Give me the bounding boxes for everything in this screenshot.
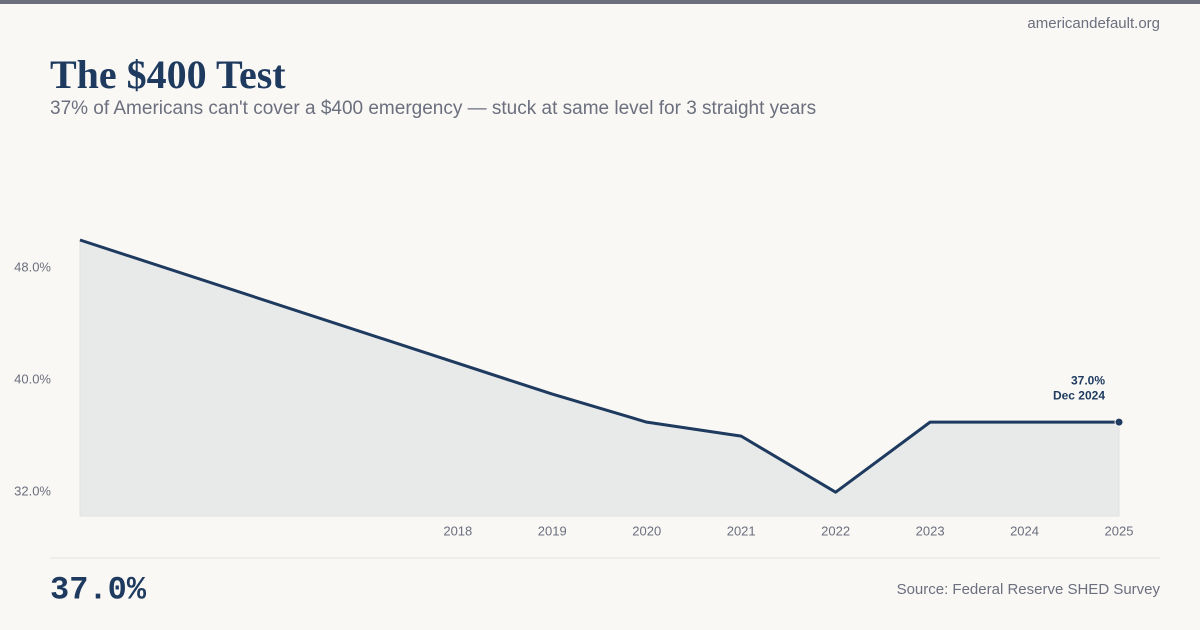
source: Source: Federal Reserve SHED Survey — [897, 581, 1161, 598]
x-tick-label: 2022 — [821, 523, 850, 538]
line — [79, 238, 1119, 494]
y-tick-label: 32.0% — [14, 484, 51, 499]
annotation: Dec 2024 — [1053, 388, 1105, 402]
x-tick-label: 2023 — [916, 523, 945, 538]
x-tick-label: 2019 — [538, 523, 567, 538]
y-tick-label: 48.0% — [14, 259, 51, 274]
end-point — [1114, 417, 1124, 427]
x-tick-label: 2018 — [443, 523, 472, 538]
area — [79, 239, 1120, 517]
chart-subtitle: 37% of Americans can't cover a $400 emer… — [50, 98, 816, 119]
x-tick-label: 2024 — [1010, 523, 1039, 538]
site: americandefault.org — [1027, 15, 1160, 32]
stat: 37.0% — [50, 571, 147, 608]
annotation: 37.0% — [1071, 373, 1105, 387]
x-tick-label: 2025 — [1105, 523, 1134, 538]
x-tick-label: 2021 — [727, 523, 756, 538]
y-tick-label: 40.0% — [14, 372, 51, 387]
chart-title: The $400 Test — [50, 52, 286, 97]
top-bar — [0, 0, 1200, 4]
x-tick-label: 2020 — [632, 523, 661, 538]
